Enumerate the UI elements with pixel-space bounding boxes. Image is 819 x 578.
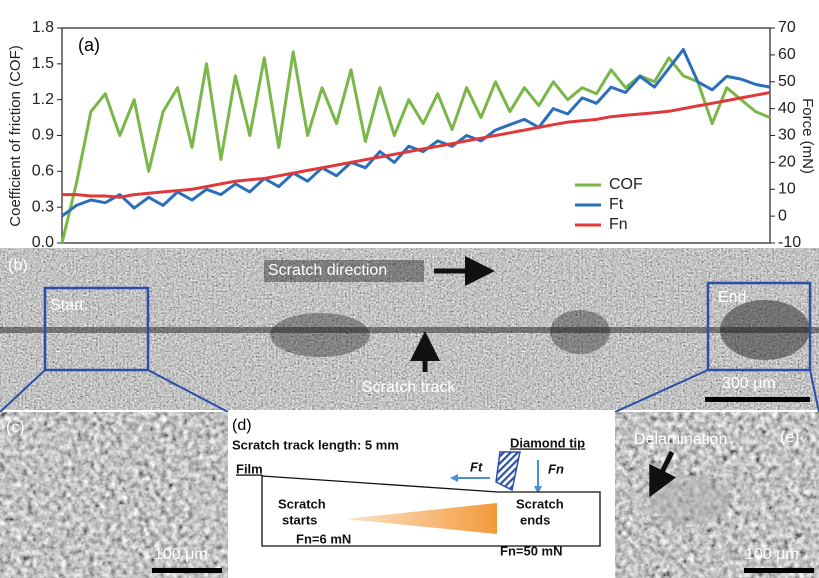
zoom-line bbox=[809, 369, 819, 413]
scale-bar bbox=[744, 568, 814, 573]
length-label: Scratch track length: 5 mm bbox=[232, 437, 399, 452]
dark-zone bbox=[550, 310, 610, 354]
diamond-tip bbox=[495, 451, 521, 492]
panel-label: (c) bbox=[6, 419, 25, 436]
y2-axis-label: Force (mN) bbox=[799, 98, 816, 174]
start-label: starts bbox=[282, 512, 317, 527]
plot-frame bbox=[61, 27, 771, 244]
y2-tick-label: 10 bbox=[778, 180, 796, 197]
direction-label: Scratch direction bbox=[268, 262, 387, 279]
y2-tick-label: 60 bbox=[778, 46, 796, 63]
track-label: Scratch track bbox=[362, 379, 456, 396]
y-axis-label: Coefficient of friction (COF) bbox=[7, 45, 24, 226]
scale-label: 100 μm bbox=[745, 546, 799, 563]
zoom-line bbox=[0, 369, 46, 413]
zoom-box bbox=[43, 286, 150, 372]
end-label: ends bbox=[520, 512, 550, 527]
y2-tick-label: 40 bbox=[778, 100, 796, 117]
y-tick-label: 0.3 bbox=[32, 198, 54, 215]
series-line bbox=[60, 50, 771, 244]
dark-zone bbox=[720, 300, 810, 360]
delamination-zone bbox=[650, 475, 730, 525]
panel-label: (e) bbox=[780, 429, 800, 446]
dark-zone bbox=[270, 313, 370, 357]
fn-start-label: Fn=6 mN bbox=[296, 531, 351, 546]
y-tick-label: 0.9 bbox=[32, 127, 54, 144]
scratch-track bbox=[0, 327, 819, 333]
start-label: Start bbox=[50, 297, 84, 314]
y-tick-label: 1.2 bbox=[32, 91, 54, 108]
tip-label: Diamond tip bbox=[510, 435, 585, 450]
end-label: Scratch bbox=[516, 496, 564, 511]
plot: 0.0 0.3 0.6 0.9 1.2 1.5 1.8 -10 0 10 20 30 40 50 60 70 C… bbox=[32, 19, 801, 251]
y2-tick-label: 20 bbox=[778, 154, 796, 171]
y2-tick-label: -10 bbox=[778, 234, 801, 251]
zoom-line bbox=[614, 369, 709, 413]
zoom-box bbox=[706, 281, 812, 372]
y2-tick-label: 30 bbox=[778, 127, 796, 144]
y-tick-label: 0.6 bbox=[32, 163, 54, 180]
series-line bbox=[62, 91, 771, 199]
scratch-depth bbox=[345, 503, 497, 534]
end-label: End bbox=[718, 289, 746, 306]
film-label: Film bbox=[236, 461, 263, 476]
y2-tick-label: 0 bbox=[778, 207, 787, 224]
y-tick-label: 1.5 bbox=[32, 55, 54, 72]
label-bg bbox=[264, 260, 424, 282]
arrowhead bbox=[534, 486, 542, 494]
zoom-line bbox=[147, 369, 229, 413]
legend-label: COF bbox=[609, 176, 643, 193]
y2-tick-label: 50 bbox=[778, 73, 796, 90]
panel-label: (b) bbox=[8, 257, 28, 274]
arrow bbox=[649, 450, 677, 498]
y-tick-label: 1.8 bbox=[32, 19, 54, 36]
delamination-label: Delamination bbox=[634, 431, 727, 448]
start-label: Scratch bbox=[278, 496, 326, 511]
arrowhead bbox=[450, 474, 458, 482]
fn-label: Fn bbox=[548, 461, 564, 476]
panel-label: (a) bbox=[78, 35, 100, 55]
ft-label: Ft bbox=[470, 459, 483, 474]
legend-label: Ft bbox=[609, 196, 624, 213]
y2-tick-label: 70 bbox=[778, 19, 796, 36]
fn-end-label: Fn=50 mN bbox=[500, 543, 563, 558]
y-tick-label: 0.0 bbox=[32, 234, 54, 251]
panel-label: (d) bbox=[232, 417, 252, 434]
scale-bar bbox=[152, 568, 222, 573]
scale-label: 300 μm bbox=[722, 375, 776, 392]
scale-bar bbox=[705, 397, 810, 402]
scale-label: 100 μm bbox=[154, 546, 208, 563]
sem-image bbox=[0, 412, 228, 578]
legend-label: Fn bbox=[609, 216, 628, 233]
